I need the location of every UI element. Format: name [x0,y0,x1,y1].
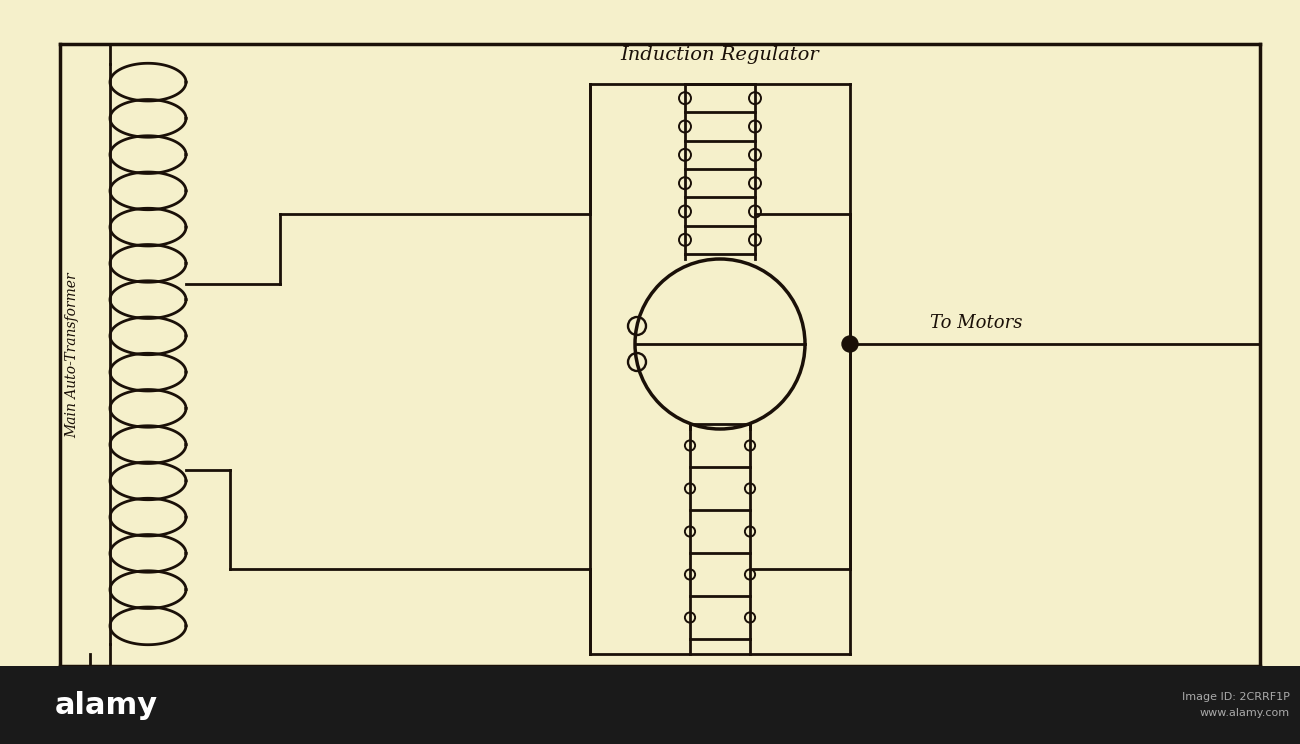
Text: alamy: alamy [55,690,159,719]
Circle shape [842,336,858,352]
Text: www.alamy.com: www.alamy.com [1200,708,1290,718]
Bar [0,666,1300,744]
Text: Induction Regulator: Induction Regulator [620,46,819,64]
Text: To Motors: To Motors [930,314,1023,332]
Text: Main Auto-Transformer: Main Auto-Transformer [65,272,79,437]
Text: Image ID: 2CRRF1P: Image ID: 2CRRF1P [1182,692,1290,702]
